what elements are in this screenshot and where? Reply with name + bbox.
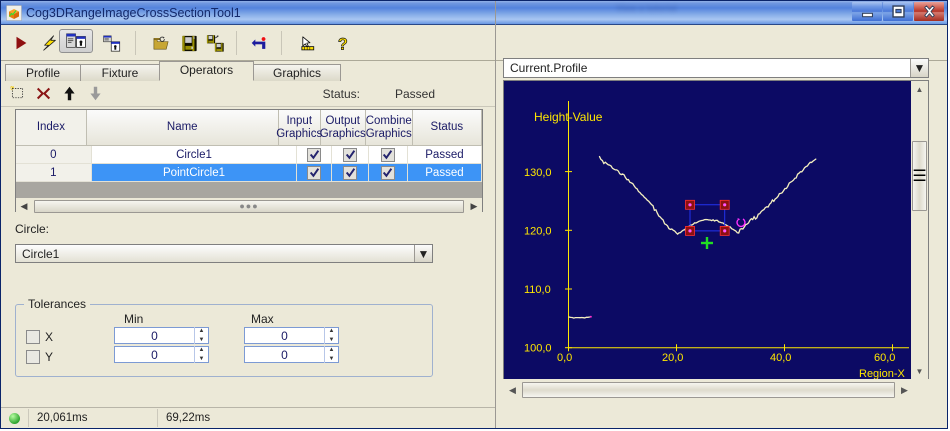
svg-text:?: ?: [337, 35, 347, 52]
svg-text:120,0: 120,0: [524, 226, 552, 238]
svg-text:20,0: 20,0: [662, 352, 683, 364]
svg-text:0,0: 0,0: [557, 352, 572, 364]
svg-text:100,0: 100,0: [524, 343, 552, 355]
svg-text:60,0: 60,0: [874, 352, 895, 364]
svg-text:40,0: 40,0: [770, 352, 791, 364]
svg-text:Region-X: Region-X: [859, 368, 906, 379]
svg-text:110,0: 110,0: [524, 284, 551, 296]
svg-text:Height-Value: Height-Value: [534, 110, 603, 124]
svg-text:130,0: 130,0: [524, 167, 552, 179]
